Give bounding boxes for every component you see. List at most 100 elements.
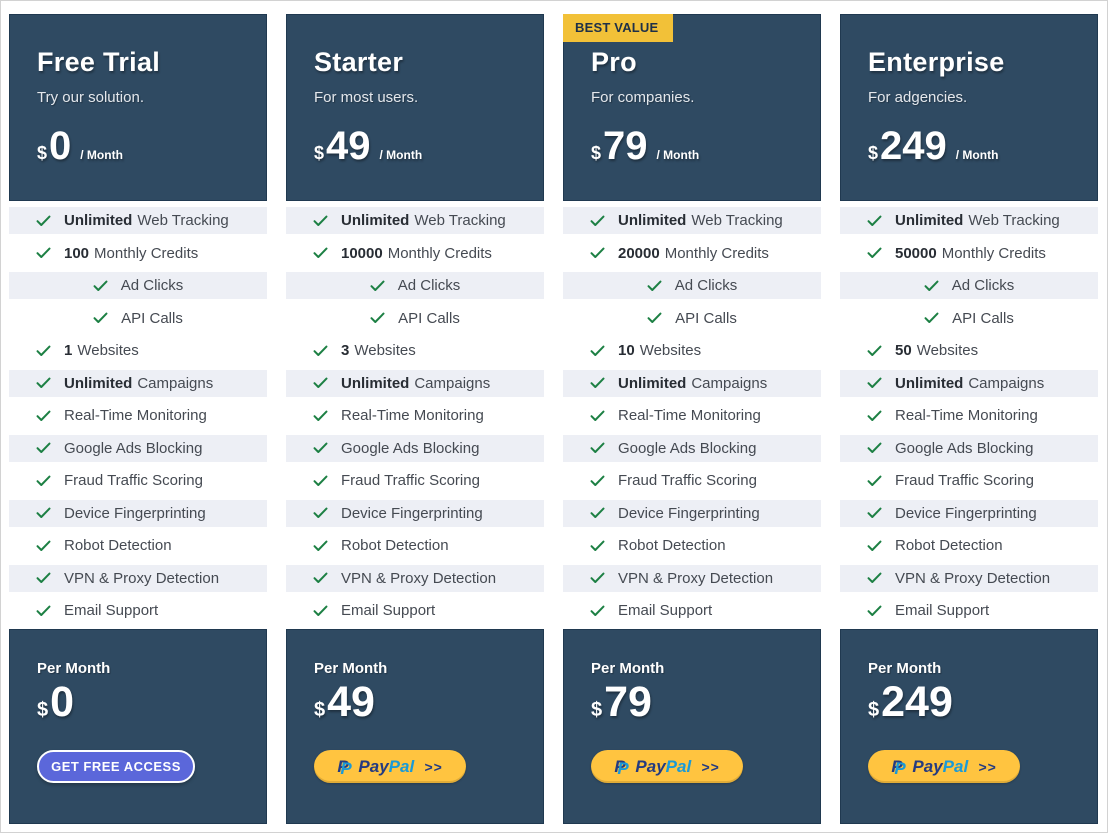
feature-row: Google Ads Blocking [563, 434, 821, 462]
feature-row: Unlimited Campaigns [9, 369, 267, 397]
feature-text: Fraud Traffic Scoring [618, 472, 757, 489]
feature-text: Robot Detection [618, 537, 726, 554]
feature-row: VPN & Proxy Detection [9, 564, 267, 592]
currency-symbol: $ [868, 699, 880, 721]
feature-label: API Calls [398, 309, 460, 327]
best-value-badge: BEST VALUE [563, 14, 674, 42]
feature-row: 100 Monthly Credits [9, 240, 267, 267]
paypal-wordmark: PayPal [358, 757, 414, 777]
feature-label: Google Ads Blocking [895, 439, 1034, 457]
per-month-label: Per Month [37, 660, 111, 677]
feature-text: API Calls [952, 310, 1014, 327]
footer-price: $ 0 [37, 681, 266, 724]
currency-symbol: $ [37, 699, 49, 721]
feature-label: Fraud Traffic Scoring [341, 472, 480, 489]
feature-row: Device Fingerprinting [9, 499, 267, 527]
feature-row: VPN & Proxy Detection [840, 564, 1098, 592]
feature-row: Ad Clicks [286, 272, 544, 299]
feature-label: Email Support [64, 602, 159, 619]
feature-value: Unlimited [341, 374, 410, 392]
feature-text: 20000 Monthly Credits [618, 245, 769, 262]
feature-label: Monthly Credits [387, 244, 492, 262]
feature-text: Fraud Traffic Scoring [341, 472, 480, 489]
check-icon [867, 572, 882, 584]
feature-text: 10 Websites [618, 342, 701, 359]
feature-label: Device Fingerprinting [618, 504, 760, 522]
feature-row: VPN & Proxy Detection [286, 564, 544, 592]
feature-row: API Calls [286, 305, 544, 332]
feature-text: Email Support [895, 602, 989, 619]
plan-header: Enterprise For adgencies. $ 249 / Month [840, 14, 1098, 201]
feature-row: Google Ads Blocking [9, 434, 267, 462]
feature-text: Real-Time Monitoring [64, 407, 207, 424]
check-icon [867, 605, 882, 617]
feature-value: Unlimited [64, 374, 133, 392]
check-icon [36, 442, 51, 454]
feature-text: Unlimited Web Tracking [341, 212, 506, 229]
paypal-wordmark-pal: Pal [665, 756, 692, 776]
double-chevron-icon: >> [701, 758, 720, 775]
feature-label: Email Support [341, 602, 436, 619]
check-icon [867, 215, 882, 227]
paypal-wordmark-pal: Pal [388, 756, 415, 776]
feature-label: Google Ads Blocking [618, 439, 757, 457]
feature-label: Fraud Traffic Scoring [64, 472, 203, 489]
feature-row: Fraud Traffic Scoring [286, 467, 544, 494]
plan-header: Starter For most users. $ 49 / Month [286, 14, 544, 201]
feature-text: VPN & Proxy Detection [64, 570, 219, 587]
footer-price: $ 79 [591, 681, 820, 724]
plan-price: $ 249 / Month [868, 126, 1097, 166]
feature-value: Unlimited [895, 374, 964, 392]
check-icon [590, 410, 605, 422]
feature-text: Google Ads Blocking [895, 440, 1033, 457]
price-period: / Month [379, 148, 423, 162]
feature-row: Robot Detection [9, 532, 267, 559]
feature-row: Robot Detection [563, 532, 821, 559]
paypal-wordmark: PayPal [912, 757, 968, 777]
feature-text: 1 Websites [64, 342, 139, 359]
feature-text: VPN & Proxy Detection [618, 570, 773, 587]
feature-label: Google Ads Blocking [64, 439, 203, 457]
feature-value: 50000 [895, 244, 937, 262]
feature-row: Real-Time Monitoring [9, 402, 267, 429]
feature-row: Unlimited Web Tracking [563, 207, 821, 234]
feature-row: Real-Time Monitoring [840, 402, 1098, 429]
feature-label: Robot Detection [64, 537, 172, 554]
feature-label: Campaigns [968, 374, 1045, 392]
feature-text: Email Support [618, 602, 712, 619]
feature-label: Websites [77, 342, 139, 359]
per-month-label: Per Month [868, 660, 942, 677]
check-icon [313, 475, 328, 487]
feature-label: Web Tracking [691, 212, 783, 229]
feature-label: VPN & Proxy Detection [618, 569, 774, 587]
feature-text: Unlimited Web Tracking [64, 212, 229, 229]
check-icon [93, 280, 108, 292]
check-icon [313, 442, 328, 454]
feature-text: 100 Monthly Credits [64, 245, 198, 262]
check-icon [867, 247, 882, 259]
feature-row: Fraud Traffic Scoring [9, 467, 267, 494]
currency-symbol: $ [868, 143, 879, 163]
feature-label: Ad Clicks [397, 277, 461, 294]
check-icon [867, 345, 882, 357]
check-icon [36, 605, 51, 617]
get-free-access-button[interactable]: GET FREE ACCESS [37, 750, 195, 783]
feature-row: Device Fingerprinting [840, 499, 1098, 527]
feature-value: Unlimited [895, 212, 964, 229]
feature-text: Google Ads Blocking [341, 440, 479, 457]
plan-price: $ 79 / Month [591, 126, 820, 166]
feature-value: 100 [64, 244, 90, 262]
feature-text: Device Fingerprinting [341, 505, 483, 522]
feature-list: Unlimited Web Tracking 100 Monthly Credits… [9, 207, 267, 624]
feature-label: VPN & Proxy Detection [341, 569, 497, 587]
feature-text: Ad Clicks [952, 277, 1015, 294]
paypal-wordmark-pay: Pay [912, 756, 943, 776]
